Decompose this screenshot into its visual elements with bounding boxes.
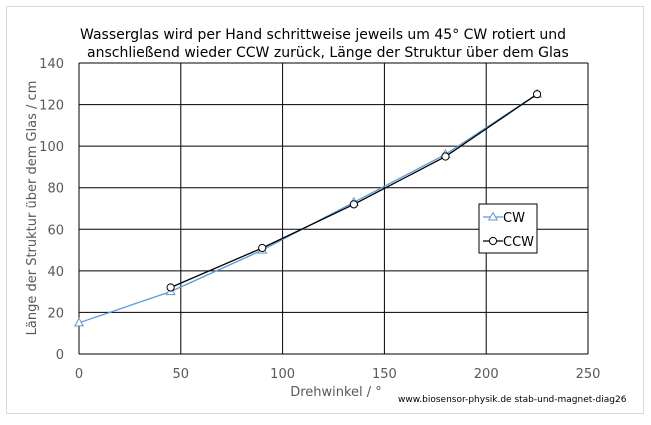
chart-title-line-1: Wasserglas wird per Hand schrittweise je… xyxy=(80,27,566,43)
y-tick-label: 120 xyxy=(39,99,64,114)
series-ccw-point xyxy=(349,200,358,209)
y-tick-label: 100 xyxy=(39,140,64,155)
chart-frame xyxy=(6,6,644,414)
y-tick-label: 140 xyxy=(39,57,64,72)
x-tick-label: 0 xyxy=(75,367,83,382)
y-axis-label: Länge der Struktur über dem Glas / cm xyxy=(25,81,40,336)
legend-box xyxy=(478,203,538,254)
y-axis-ticks: 0 20 40 60 80 100 120 140 xyxy=(39,57,64,363)
series-ccw xyxy=(166,90,542,292)
x-axis-ticks: 0 50 100 150 200 250 xyxy=(75,367,601,382)
legend-label-cw: CW xyxy=(503,211,525,226)
y-tick-label: 80 xyxy=(47,182,64,197)
legend-marker-cw xyxy=(487,211,499,221)
series-cw-point xyxy=(73,317,85,327)
y-tick-label: 40 xyxy=(47,265,64,280)
x-tick-label: 100 xyxy=(270,367,295,382)
series-ccw-point xyxy=(441,152,450,161)
legend-label-ccw: CCW xyxy=(503,235,534,250)
chart-title-line-2: anschließend wieder CCW zurück, Länge de… xyxy=(87,45,569,61)
y-tick-label: 20 xyxy=(47,306,64,321)
x-tick-label: 50 xyxy=(173,367,190,382)
series-ccw-point xyxy=(166,283,175,292)
x-axis-label: Drehwinkel / ° xyxy=(290,385,382,400)
y-tick-label: 60 xyxy=(47,223,64,238)
x-tick-label: 250 xyxy=(576,367,601,382)
series-layer xyxy=(73,88,543,327)
series-cw-line xyxy=(78,93,538,324)
legend: CW CCW xyxy=(478,203,538,254)
series-ccw-line xyxy=(170,93,538,289)
x-tick-label: 150 xyxy=(372,367,397,382)
series-cw xyxy=(73,88,543,327)
grid xyxy=(78,62,589,355)
x-tick-label: 200 xyxy=(474,367,499,382)
footer-note: www.biosensor-physik.de stab-und-magnet-… xyxy=(398,395,627,405)
legend-marker-ccw xyxy=(488,236,498,246)
series-ccw-point xyxy=(533,90,542,99)
y-tick-label: 0 xyxy=(56,348,64,363)
chart-title: Wasserglas wird per Hand schrittweise je… xyxy=(80,27,569,61)
series-ccw-point xyxy=(258,243,267,253)
